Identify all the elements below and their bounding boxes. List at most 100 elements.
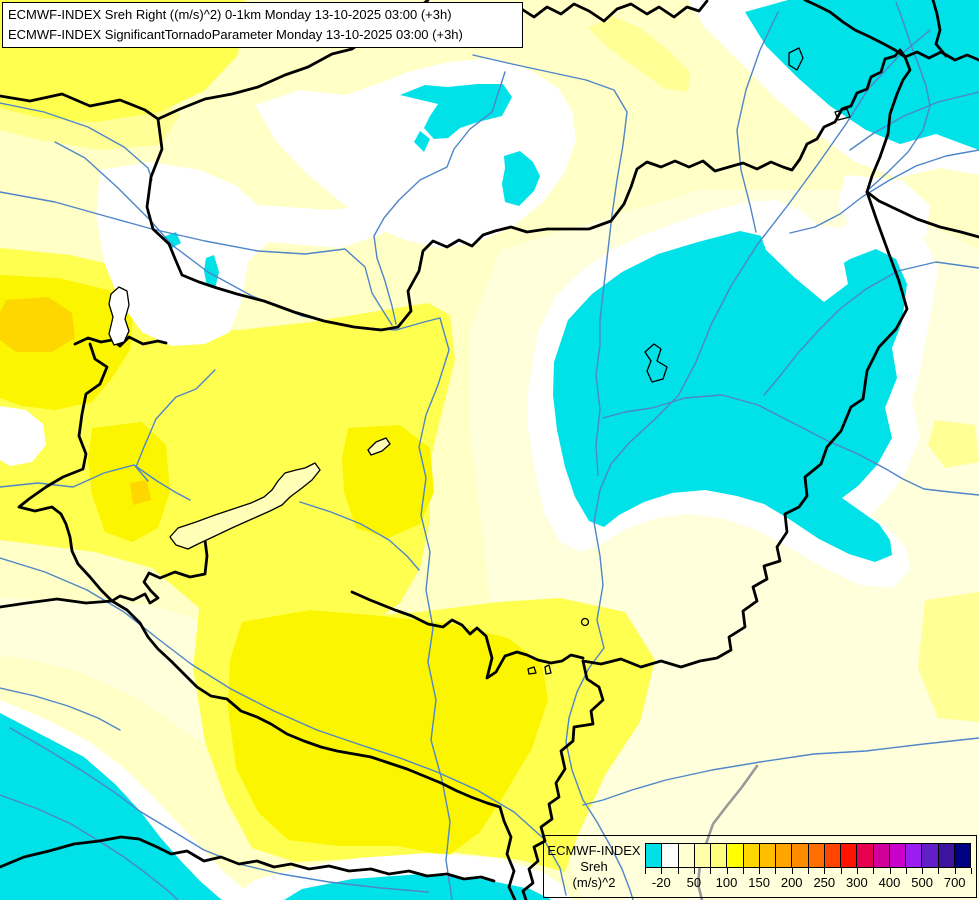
river-southwest-2 (0, 687, 121, 731)
river-raba (0, 191, 393, 326)
lake-tiny-1 (527, 666, 537, 675)
river-danube-south (418, 317, 453, 900)
cyan-region-north-center-1 (400, 84, 512, 139)
legend-tick-mark (922, 868, 924, 874)
legend-color-cell (889, 844, 906, 867)
legend-color-cell (694, 844, 711, 867)
cream-region-southwest (0, 598, 250, 760)
legend-tick-mark (742, 868, 744, 874)
pale-yellow-east-edge-1 (928, 420, 979, 468)
border-gray-southeast (696, 764, 759, 900)
cyan-region-north-center-2 (414, 131, 430, 152)
border-bottom-wiggle (0, 835, 496, 883)
lakes (108, 47, 851, 675)
river-northeast-2 (789, 149, 979, 234)
river-bodrog (736, 11, 779, 233)
legend-color-cell (808, 844, 825, 867)
white-notch-in-east-cyan (758, 228, 848, 302)
legend-colorbar (645, 843, 971, 868)
pale-yellow-east-edge-2 (918, 592, 979, 722)
river-maros (582, 737, 979, 806)
border-hungary-ukraine (865, 55, 912, 194)
river-northeast-3 (867, 1, 931, 191)
legend-tick-label: 500 (911, 875, 933, 890)
legend-tick-label: 50 (686, 875, 702, 890)
legend-tick-label: 300 (846, 875, 868, 890)
legend-tick-mark (759, 868, 761, 874)
border-serbia-south (521, 659, 605, 900)
legend-tick-mark (677, 868, 679, 874)
legend-tick-mark (693, 868, 695, 874)
river-drava (0, 557, 567, 896)
title-line-1: ECMWF-INDEX Sreh Right ((m/s)^2) 0-1km M… (8, 7, 452, 22)
legend-color-cell (841, 844, 858, 867)
title-line-2: ECMWF-INDEX SignificantTornadoParameter … (8, 27, 463, 42)
legend-tick-mark (645, 868, 646, 874)
border-top-squiggle (518, 0, 709, 23)
lake-ferto (108, 286, 130, 346)
legend-color-cell (938, 844, 955, 867)
legend-tick-label: 700 (943, 875, 966, 890)
river-southwest-1 (0, 794, 179, 900)
legend-color-cell (759, 844, 776, 867)
lake-northeast-2 (834, 108, 851, 121)
legend-tick-mark (726, 868, 728, 874)
river-berettyo (763, 261, 979, 396)
legend-tick-mark (856, 868, 858, 874)
legend-color-cell (922, 844, 939, 867)
lake-tisza (644, 343, 668, 383)
river-zala-upper (135, 369, 216, 482)
legend-tick-mark (791, 868, 793, 874)
river-drava-lower (9, 727, 429, 893)
legend-color-cell (743, 844, 760, 867)
border-drava-line (350, 590, 585, 680)
legend-tick-mark (840, 868, 842, 874)
legend-color-cell (727, 844, 744, 867)
legend-tick-label: -20 (651, 875, 671, 890)
gold-regions (0, 297, 151, 505)
legend-tick-labels: -20 50 100 150 200 250 300 400 500 700 (645, 873, 971, 891)
river-zala (0, 464, 191, 501)
lake-balaton (169, 462, 321, 550)
border-northeast-3 (931, 0, 948, 58)
border-slovenia-west (0, 597, 114, 609)
legend: ECMWF-INDEX Sreh (m/s)^2 -20 50 100 150 200 2… (543, 835, 977, 898)
legend-tick-mark (954, 868, 956, 874)
legend-color-cell (954, 844, 970, 867)
pale-yellow-band-north (588, 16, 690, 92)
legend-product: ECMWF-INDEX (547, 842, 641, 858)
legend-tick-label: 400 (878, 875, 901, 890)
river-danube-upper (54, 141, 441, 331)
lake-northeast-1 (788, 47, 804, 71)
legend-color-cell (873, 844, 890, 867)
legend-label-block: ECMWF-INDEX Sreh (m/s)^2 (544, 836, 644, 897)
border-croatia-southeast (110, 599, 517, 900)
legend-tick-mark (873, 868, 875, 874)
white-notch-west-edge (0, 406, 46, 466)
legend-color-cell (906, 844, 923, 867)
legend-tick-mark (938, 868, 940, 874)
legend-tick-label: 200 (780, 875, 803, 890)
lake-tiny-2 (544, 664, 552, 675)
river-sio (299, 501, 420, 571)
border-slovenia-hook (110, 538, 209, 605)
legend-color-cell (857, 844, 874, 867)
bright-core-center (342, 425, 434, 538)
legend-tick-mark (808, 868, 809, 874)
legend-color-cell (824, 844, 841, 867)
legend-tick-label: 250 (813, 875, 836, 890)
river-hron (472, 54, 628, 476)
border-ukraine-romania (865, 190, 979, 239)
bright-core-southwest (88, 422, 170, 542)
river-northeast-1 (849, 91, 979, 151)
cyan-sliver-danube-2 (204, 255, 219, 289)
legend-tick-mark (661, 868, 663, 874)
legend-ticks (645, 868, 972, 874)
white-region-northwest (96, 162, 400, 346)
legend-tick-mark (824, 868, 826, 874)
legend-color-cell (792, 844, 809, 867)
river-koros (602, 394, 979, 496)
border-austria-south (17, 342, 114, 603)
